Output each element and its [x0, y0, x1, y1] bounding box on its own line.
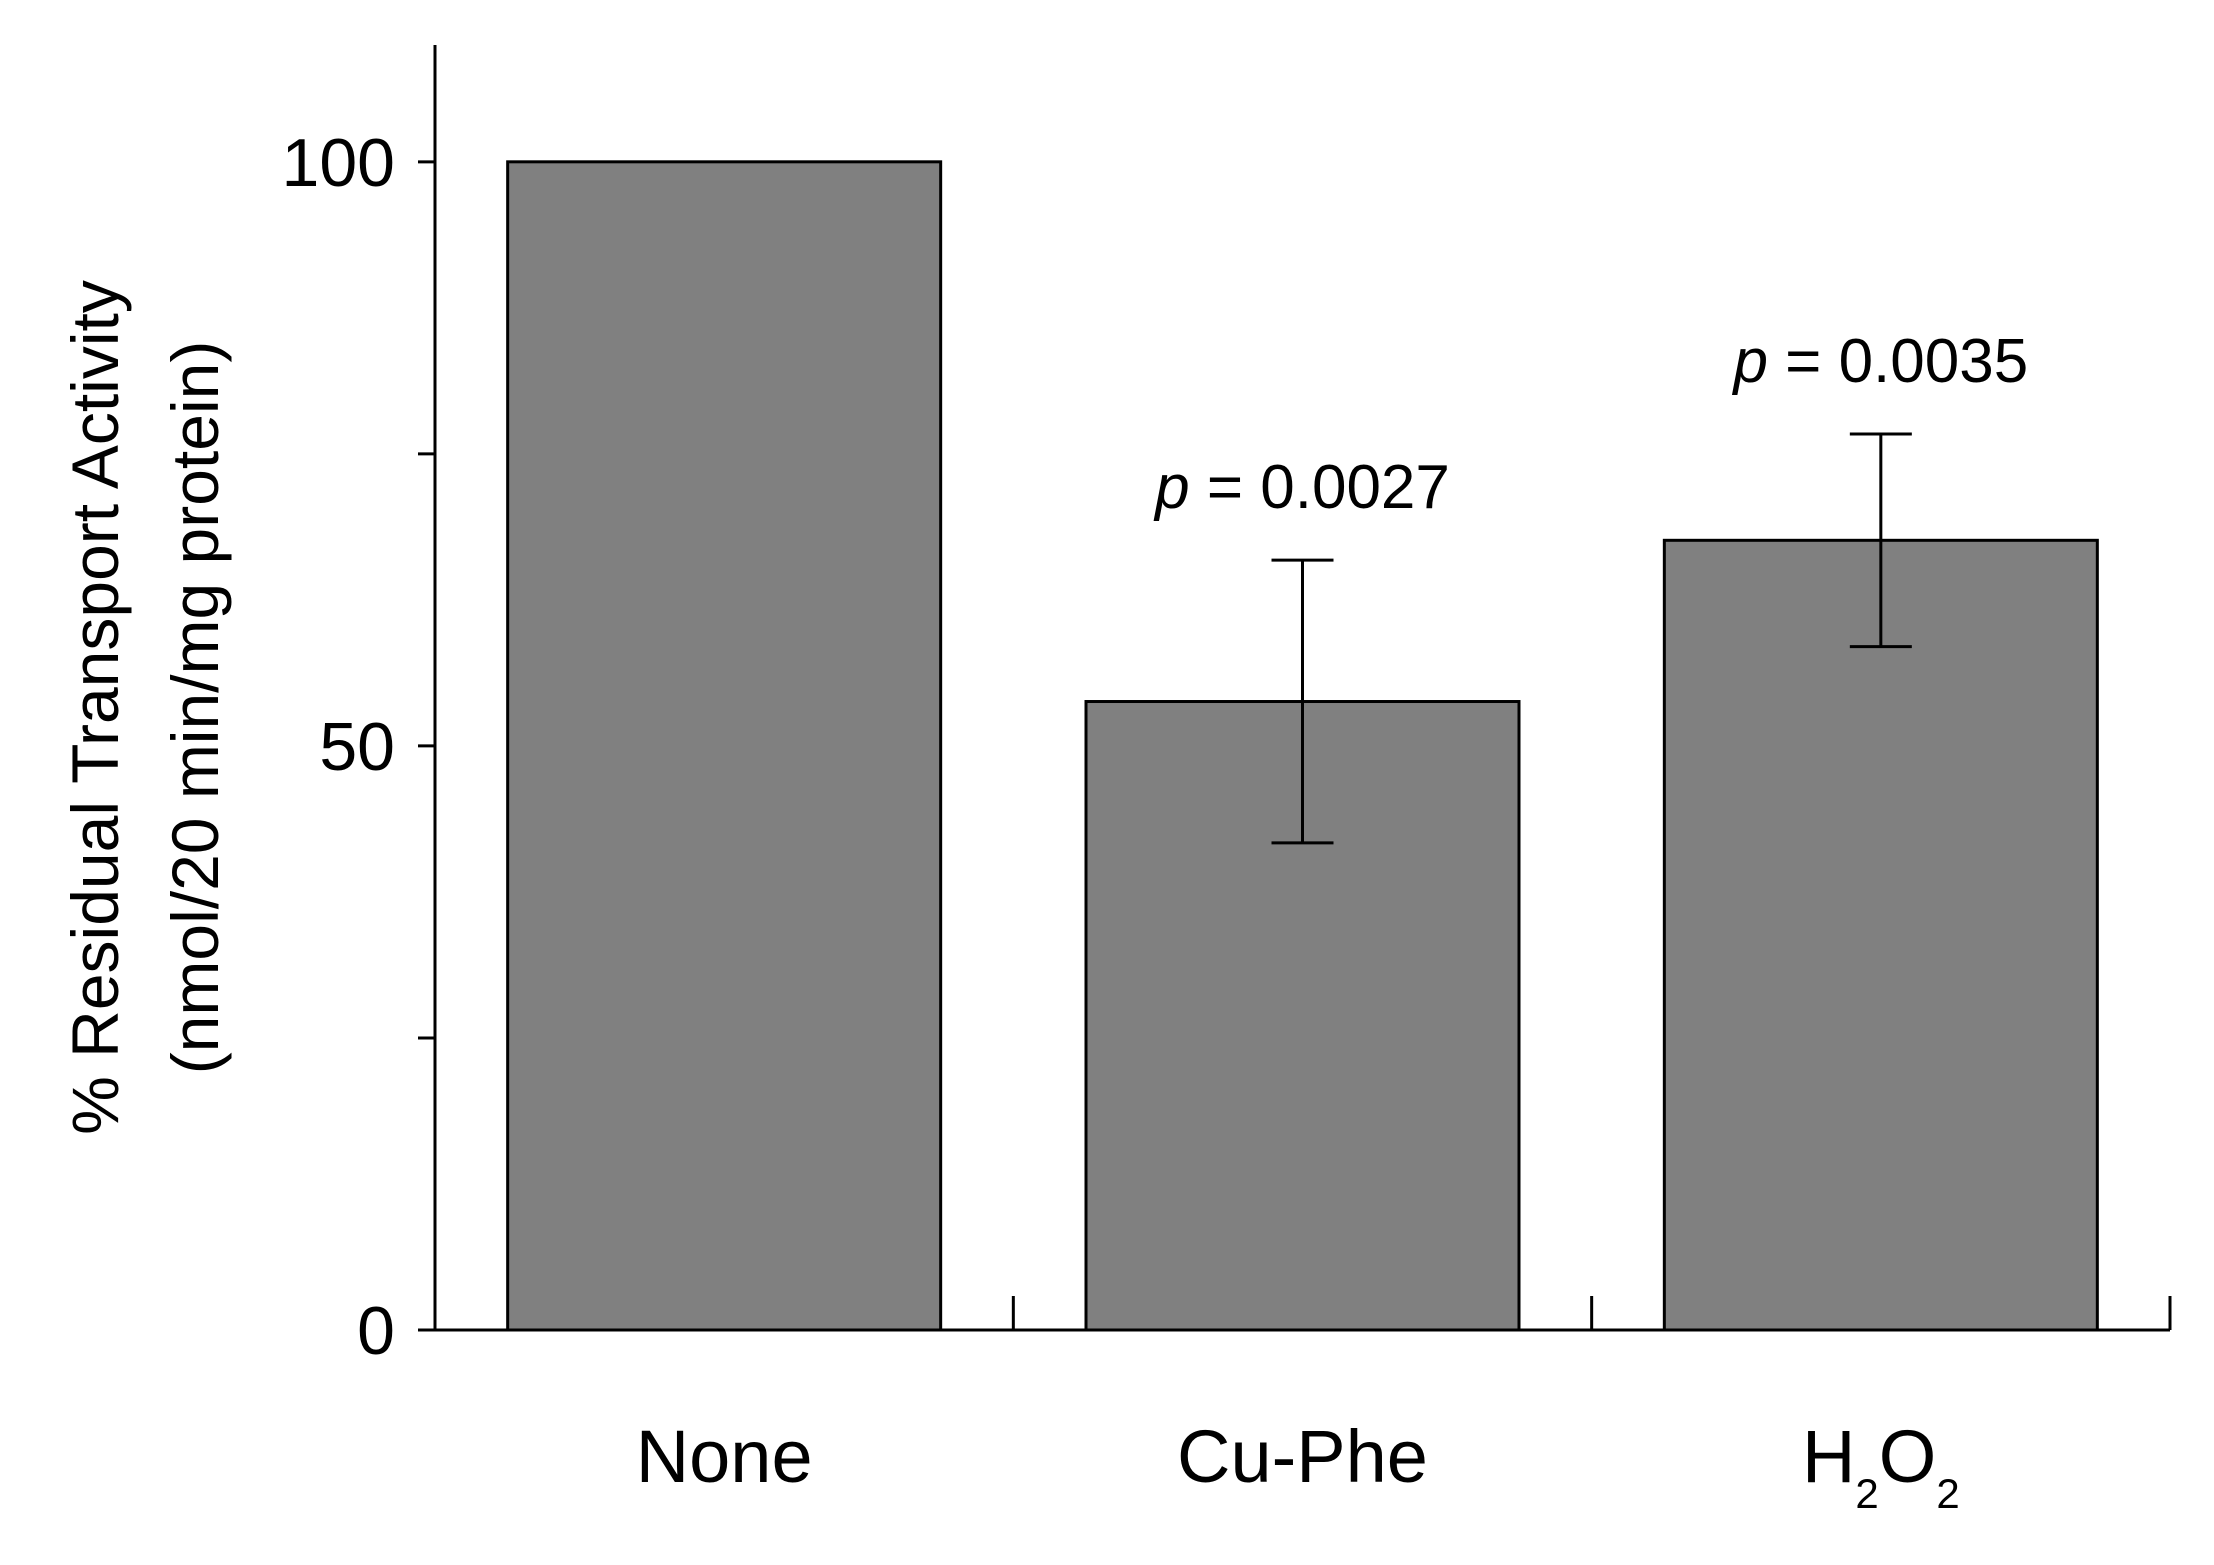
- error-bars-layer: [1271, 432, 1912, 845]
- y-tick-label: 0: [357, 1293, 395, 1369]
- x-category-label: Cu-Phe: [1177, 1415, 1428, 1498]
- annotations-layer: p = 0.0027 p = 0.0035: [1153, 327, 2028, 522]
- x-category-label: None: [636, 1415, 813, 1498]
- y-tick-label: 100: [282, 125, 395, 201]
- axes-layer: [433, 45, 2170, 1332]
- bar: [506, 160, 943, 1332]
- y-axis-title-line1: % Residual Transport Activity: [58, 280, 132, 1135]
- y-tick-label: 50: [319, 709, 395, 785]
- y-axis-title-line2: (nmol/20 min/mg protein): [158, 341, 232, 1075]
- labels-layer: 0 50 100 None Cu-Phe H2O2: [282, 125, 1960, 1517]
- ticks-layer: [418, 160, 2172, 1332]
- p-value-annotation: p = 0.0027: [1153, 453, 1450, 522]
- x-category-label: H2O2: [1802, 1415, 1960, 1517]
- p-value-annotation: p = 0.0035: [1731, 327, 2028, 396]
- bar: [1662, 538, 2099, 1332]
